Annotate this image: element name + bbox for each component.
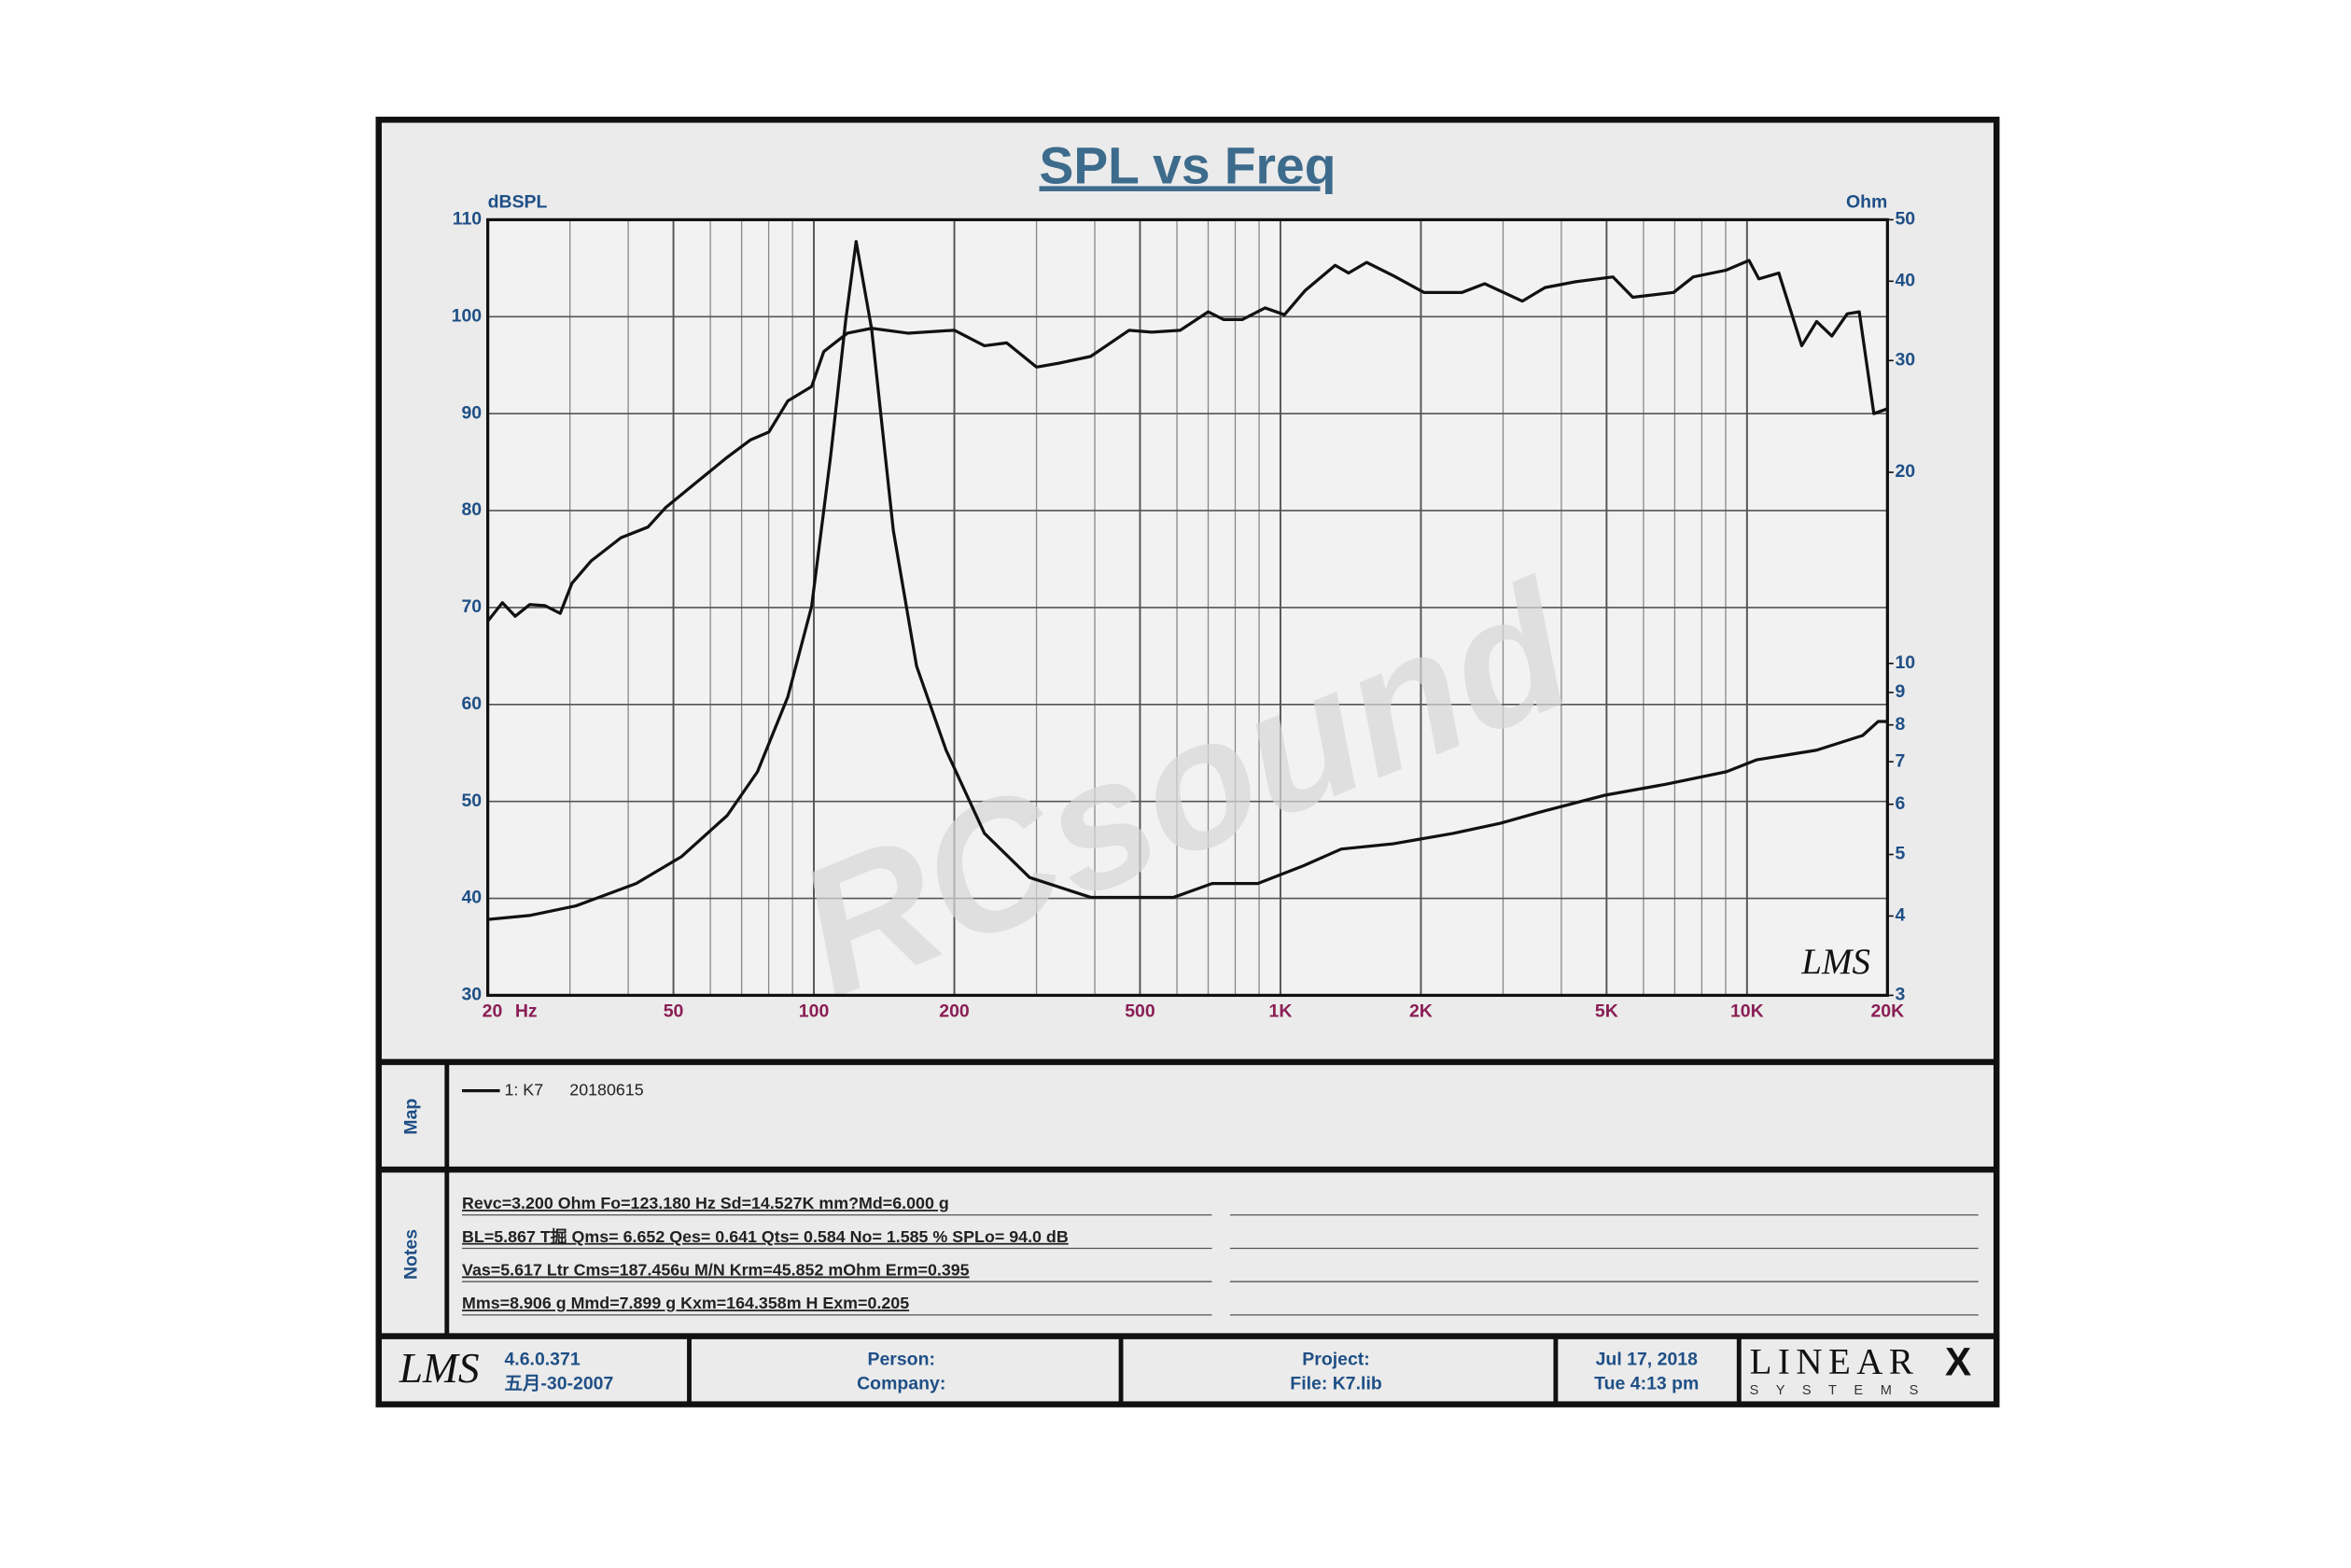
y2-tick-label: 3	[1895, 985, 1905, 1005]
y2-tick-label: 20	[1895, 461, 1915, 482]
build-date: 五月-30-2007	[504, 1374, 613, 1394]
y2-tick-label: 5	[1895, 844, 1905, 864]
y-tick-label: 70	[461, 596, 482, 617]
x-tick-label: 500	[1125, 1001, 1155, 1021]
y-tick-label: 30	[461, 985, 482, 1005]
x-tick-label: 200	[939, 1001, 970, 1021]
note-line: Mms=8.906 g Mmd=7.899 g Kxm=164.358m H E…	[462, 1294, 909, 1312]
time: Tue 4:13 pm	[1594, 1374, 1699, 1394]
project: Project:	[1302, 1350, 1370, 1370]
notes: Revc=3.200 Ohm Fo=123.180 Hz Sd=14.527K …	[462, 1194, 1979, 1316]
x-tick-label: 10K	[1730, 1001, 1764, 1021]
x-tick-label: 5K	[1595, 1001, 1618, 1021]
x-tick-label: 20	[483, 1001, 503, 1021]
legend-date: 20180615	[569, 1080, 643, 1099]
note-line: Revc=3.200 Ohm Fo=123.180 Hz Sd=14.527K …	[462, 1194, 949, 1212]
file: File: K7.lib	[1290, 1374, 1382, 1394]
note-line: Vas=5.617 Ltr Cms=187.456u M/N Krm=45.85…	[462, 1261, 970, 1280]
brand-mark: X	[1945, 1340, 1971, 1384]
y2-axis-label: Ohm	[1846, 192, 1887, 213]
notes-label: Notes	[401, 1229, 422, 1280]
y-tick-label: 110	[453, 209, 483, 230]
plot-logo: LMS	[1800, 942, 1870, 982]
legend-entry: 1: K7	[504, 1080, 543, 1099]
x-tick-label: 50	[664, 1001, 684, 1021]
plot-border	[486, 217, 1889, 998]
date: Jul 17, 2018	[1596, 1350, 1698, 1370]
y-tick-label: 50	[461, 791, 482, 811]
y2-tick-label: 40	[1895, 270, 1915, 290]
y-tick-label: 60	[461, 693, 482, 714]
y2-tick-label: 30	[1895, 349, 1915, 370]
company: Company:	[857, 1374, 945, 1394]
version: 4.6.0.371	[504, 1350, 580, 1370]
y2-tick-label: 6	[1895, 793, 1905, 814]
footer-logo: LMS	[399, 1345, 480, 1392]
x-tick-label: 2K	[1409, 1001, 1433, 1021]
brand: LINEAR	[1750, 1341, 1920, 1381]
x-tick-label: 100	[799, 1001, 830, 1021]
y-tick-label: 90	[461, 402, 482, 423]
y2-tick-label: 7	[1895, 750, 1905, 771]
map-label: Map	[401, 1099, 422, 1135]
chart-title: SPL vs Freq	[1040, 136, 1336, 194]
y2-tick-label: 8	[1895, 714, 1905, 735]
x-tick-label: 1K	[1269, 1001, 1293, 1021]
y2-tick-label: 10	[1895, 652, 1915, 673]
note-line: BL=5.867 T掘 Qms= 6.652 Qes= 0.641 Qts= 0…	[462, 1226, 1069, 1246]
plot	[486, 240, 1888, 921]
x-axis-label: Hz	[515, 1001, 538, 1021]
brand-sub: S Y S T E M S	[1750, 1383, 1925, 1398]
person: Person:	[867, 1350, 935, 1370]
series-line	[486, 259, 1888, 623]
series-line	[487, 240, 1888, 921]
grid: 20 50 100 200 500 1K 2K 5K 10K 20K 30 40 50 60 70 80 90 1…	[452, 209, 1916, 1022]
y-tick-label: 80	[461, 499, 482, 520]
y-axis-label: dBSPL	[488, 192, 548, 213]
y2-tick-label: 50	[1895, 209, 1915, 230]
y2-tick-label: 9	[1895, 681, 1905, 702]
y-tick-label: 100	[452, 305, 483, 326]
y-tick-label: 40	[461, 888, 482, 908]
x-tick-label: 20K	[1870, 1001, 1904, 1021]
y2-tick-label: 4	[1895, 905, 1905, 926]
